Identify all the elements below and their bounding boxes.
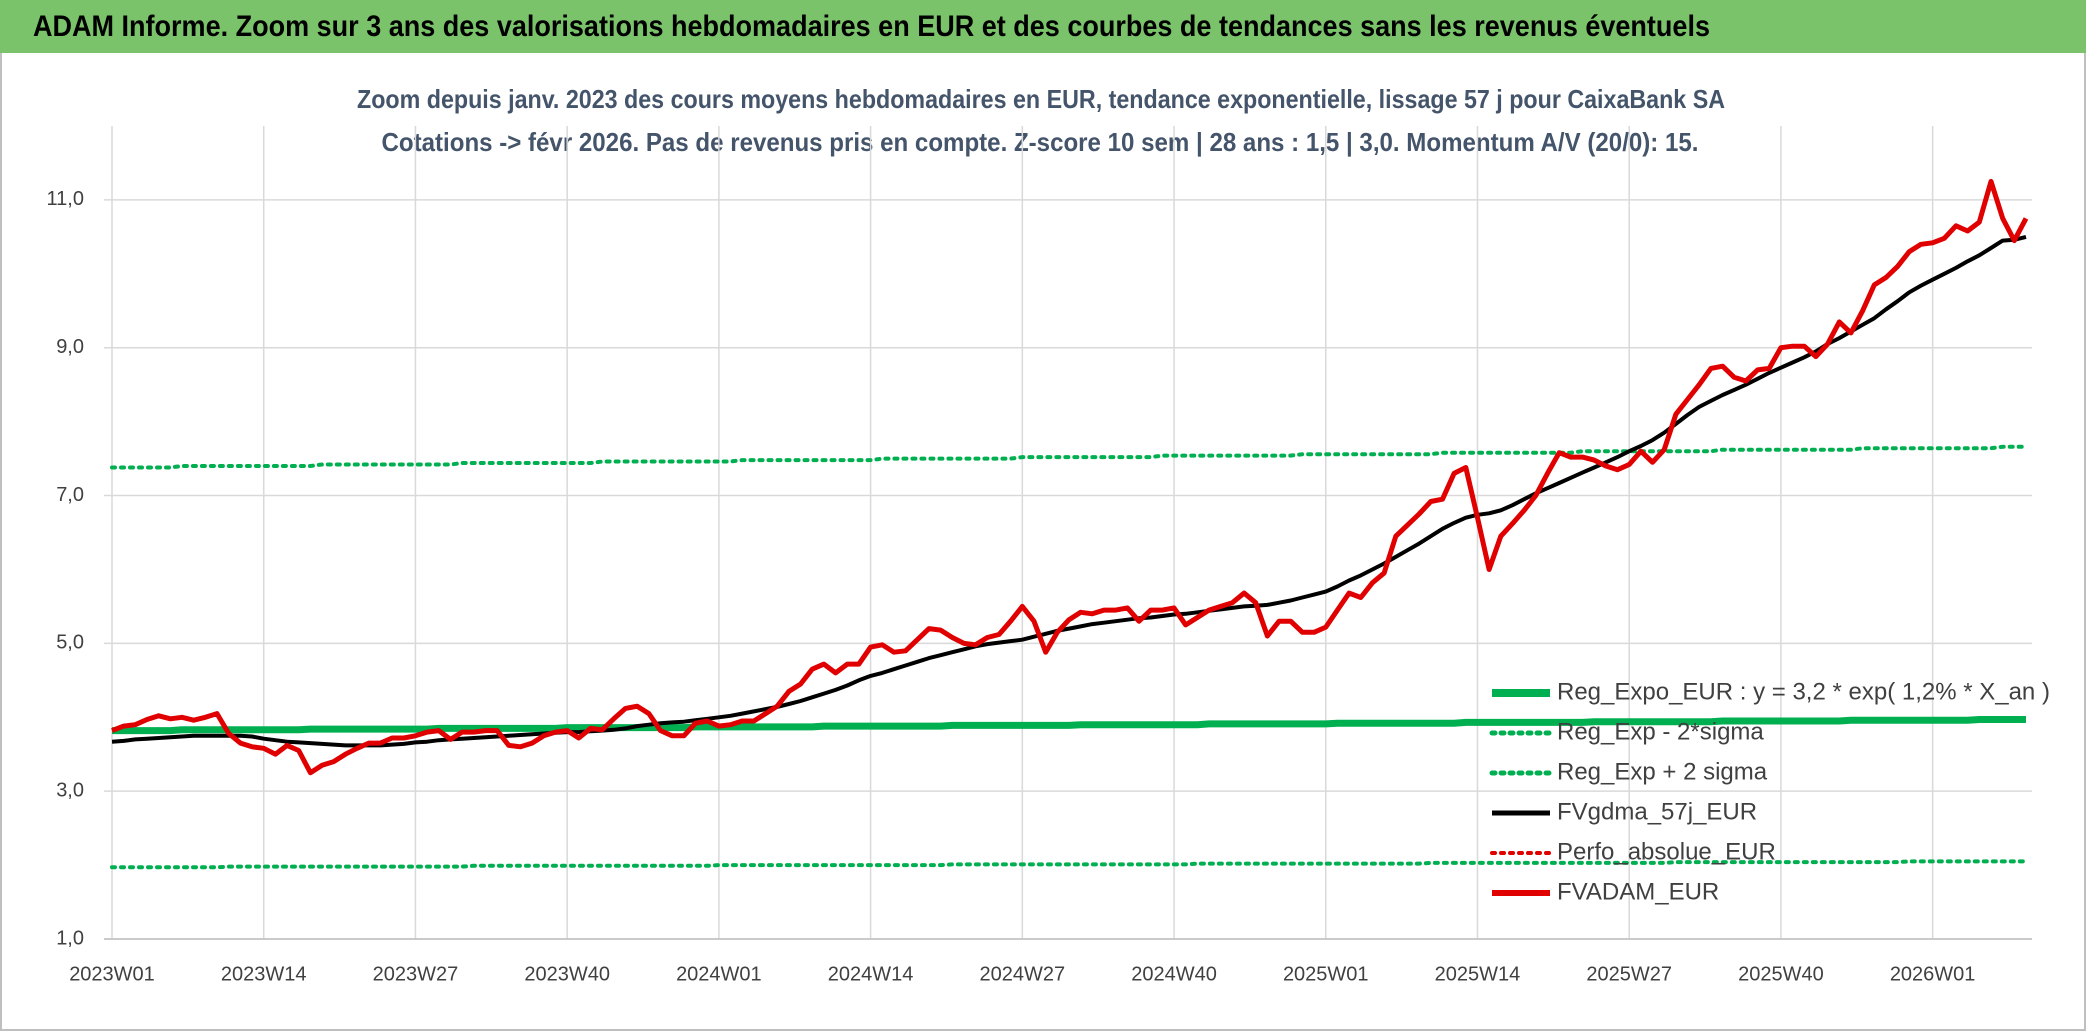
series-line — [110, 859, 2028, 870]
x-tick-label: 2024W01 — [676, 963, 762, 985]
series-line — [111, 178, 2029, 776]
legend-label: Reg_Exp + 2 sigma — [1557, 758, 1768, 785]
legend-label: FVgdma_57j_EUR — [1557, 798, 1757, 825]
x-tick-label: 2025W01 — [1283, 963, 1369, 985]
chart-title: Zoom depuis janv. 2023 des cours moyens … — [357, 84, 1725, 114]
legend-label: Perfo_absolue_EUR — [1557, 838, 1776, 865]
x-tick-label: 2024W27 — [980, 963, 1066, 985]
legend-label: Reg_Expo_EUR : y = 3,2 * exp( 1,2% * X_a… — [1557, 678, 2050, 705]
chart-subtitle: Cotations -> févr 2026. Pas de revenus p… — [382, 127, 1699, 157]
x-tick-label: 2023W01 — [69, 963, 155, 985]
x-tick-label: 2025W40 — [1738, 963, 1824, 985]
series-line — [112, 716, 2026, 735]
x-tick-label: 2023W14 — [221, 963, 307, 985]
header-title: ADAM Informe. Zoom sur 3 ans des valoris… — [33, 10, 1710, 43]
y-tick-label: 9,0 — [56, 336, 84, 358]
x-tick-label: 2023W27 — [373, 963, 459, 985]
x-tick-label: 2024W40 — [1131, 963, 1217, 985]
y-tick-label: 5,0 — [56, 632, 84, 654]
x-tick-label: 2024W14 — [828, 963, 914, 985]
x-tick-label: 2023W40 — [524, 963, 610, 985]
y-tick-label: 1,0 — [56, 927, 84, 949]
y-tick-label: 3,0 — [56, 779, 84, 801]
header-bar — [0, 0, 2086, 53]
x-tick-label: 2026W01 — [1890, 963, 1976, 985]
x-tick-label: 2025W14 — [1435, 963, 1521, 985]
x-tick-label: 2025W27 — [1586, 963, 1672, 985]
y-tick-label: 7,0 — [56, 484, 84, 506]
legend-label: Reg_Exp - 2*sigma — [1557, 718, 1764, 745]
y-tick-label: 11,0 — [47, 188, 84, 210]
series-line — [110, 444, 2028, 470]
series-line — [111, 234, 2027, 748]
legend-label: FVADAM_EUR — [1557, 878, 1719, 905]
